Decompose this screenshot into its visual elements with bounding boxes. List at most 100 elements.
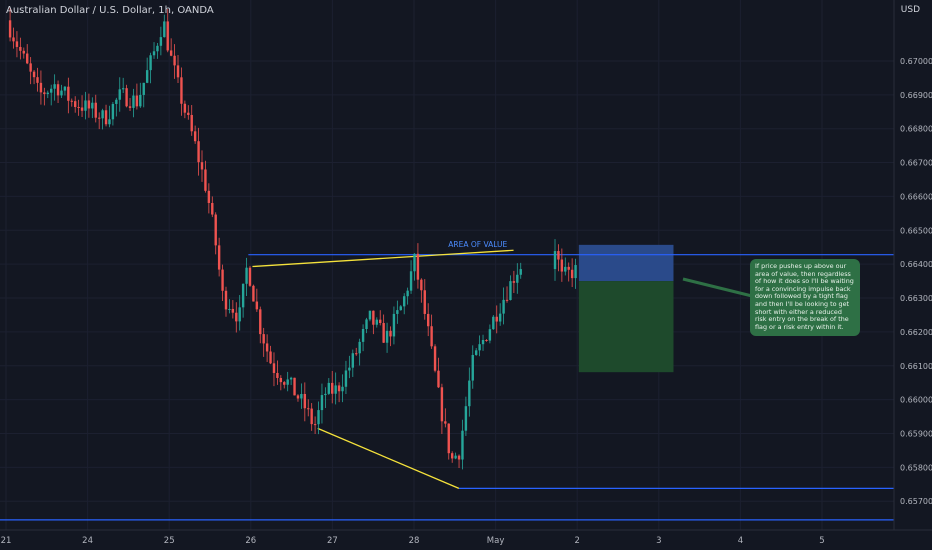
candle-body: [557, 251, 560, 260]
candle-body: [375, 319, 378, 325]
candle-body: [464, 406, 468, 431]
candle-body: [36, 77, 39, 83]
candle-body: [355, 353, 358, 355]
candle-body: [348, 367, 351, 371]
price-tick-label: 0.65700: [900, 497, 932, 506]
candle-body: [516, 274, 519, 283]
note-pointer: [682, 277, 753, 298]
candle-body: [324, 393, 327, 396]
candle-body: [241, 283, 245, 308]
candle-body: [481, 339, 485, 345]
candle-body: [509, 281, 512, 301]
trend-line: [252, 249, 514, 268]
candle-body: [423, 290, 426, 314]
candle-body: [135, 95, 139, 107]
candle-body: [118, 89, 121, 100]
candle-body: [379, 319, 382, 324]
candle-body: [176, 65, 180, 78]
candle-body: [485, 339, 488, 341]
time-axis-bg: [0, 530, 932, 550]
candle-body: [447, 423, 450, 454]
candle-body: [156, 45, 159, 52]
candle-body: [259, 309, 262, 335]
candle-body: [474, 350, 478, 355]
take-profit-zone[interactable]: [578, 281, 674, 373]
horizontal-levels: [0, 254, 894, 521]
candle-body: [296, 395, 300, 399]
candle-body: [403, 296, 406, 307]
candle-body: [307, 408, 310, 410]
area-of-value-label[interactable]: AREA OF VALUE: [448, 240, 507, 249]
candle-body: [12, 37, 15, 42]
candle-body: [94, 102, 97, 118]
candle-body: [67, 86, 70, 101]
candle-body: [56, 84, 60, 96]
candle-body: [211, 202, 214, 215]
candle-body: [132, 95, 135, 108]
time-axis: 21 24 25 26 27 28 May 2 3 4 5: [0, 529, 932, 550]
time-tick-label: 21: [1, 536, 12, 546]
candle-body: [207, 190, 211, 203]
candle-body: [183, 103, 187, 113]
trend-line: [317, 427, 460, 489]
candle-body: [152, 51, 156, 56]
price-tick-label: 0.66700: [900, 159, 932, 168]
candle-body: [187, 112, 190, 115]
candle-body: [471, 354, 474, 381]
candle-body: [396, 310, 399, 314]
time-tick-label: 5: [819, 536, 824, 546]
candle-body: [22, 50, 25, 54]
candle-body: [149, 55, 152, 71]
candle-body: [426, 313, 430, 327]
currency-label[interactable]: USD: [900, 5, 920, 15]
price-tick-label: 0.66100: [900, 362, 932, 371]
candle-body: [478, 344, 481, 351]
candle-body: [166, 21, 169, 51]
candle-body: [392, 313, 396, 337]
price-axis-bg: [894, 0, 932, 550]
candle-body: [564, 266, 567, 272]
candle-body: [300, 393, 303, 399]
price-axis: 0.65700 0.65800 0.65900 0.66000 0.66100 0.662…: [893, 0, 932, 550]
candle-body: [368, 310, 372, 320]
candle-body: [553, 251, 557, 270]
time-tick-label: 28: [409, 536, 420, 546]
candle-body: [87, 100, 91, 109]
symbol-title[interactable]: Australian Dollar / U.S. Dollar, 1h, OAN…: [6, 5, 214, 16]
candle-body: [351, 353, 354, 368]
stop-loss-zone[interactable]: [578, 244, 674, 282]
candle-body: [276, 372, 279, 378]
candle-body: [331, 382, 334, 394]
price-tick-label: 0.67000: [900, 57, 932, 66]
candle-body: [108, 119, 111, 125]
time-tick-label: 27: [327, 536, 338, 546]
candle-body: [180, 77, 183, 104]
candle-body: [286, 379, 289, 385]
candle-body: [361, 329, 365, 342]
price-tick-label: 0.66800: [900, 125, 932, 134]
candle-body: [139, 94, 142, 107]
trade-note[interactable]: If price pushes up above our area of val…: [750, 259, 860, 336]
candle-body: [15, 41, 19, 47]
candle-body: [63, 86, 67, 91]
candle-body: [128, 106, 132, 108]
candle-body: [173, 55, 176, 66]
candle-body: [310, 408, 313, 425]
candle-body: [317, 410, 320, 425]
time-tick-label: 24: [82, 536, 93, 546]
candle-body: [104, 110, 108, 125]
candle-body: [255, 301, 259, 310]
price-tick-label: 0.66200: [900, 328, 932, 337]
candle-body: [121, 88, 125, 90]
price-tick-label: 0.66000: [900, 396, 932, 405]
candle-body: [252, 285, 255, 302]
candle-body: [293, 377, 296, 396]
trend-lines: [252, 249, 514, 489]
candle-body: [440, 387, 444, 422]
price-tick-label: 0.65800: [900, 463, 932, 472]
candle-body: [382, 323, 385, 343]
candle-body: [53, 84, 56, 89]
candle-body: [344, 370, 348, 387]
candle-body: [97, 117, 101, 119]
